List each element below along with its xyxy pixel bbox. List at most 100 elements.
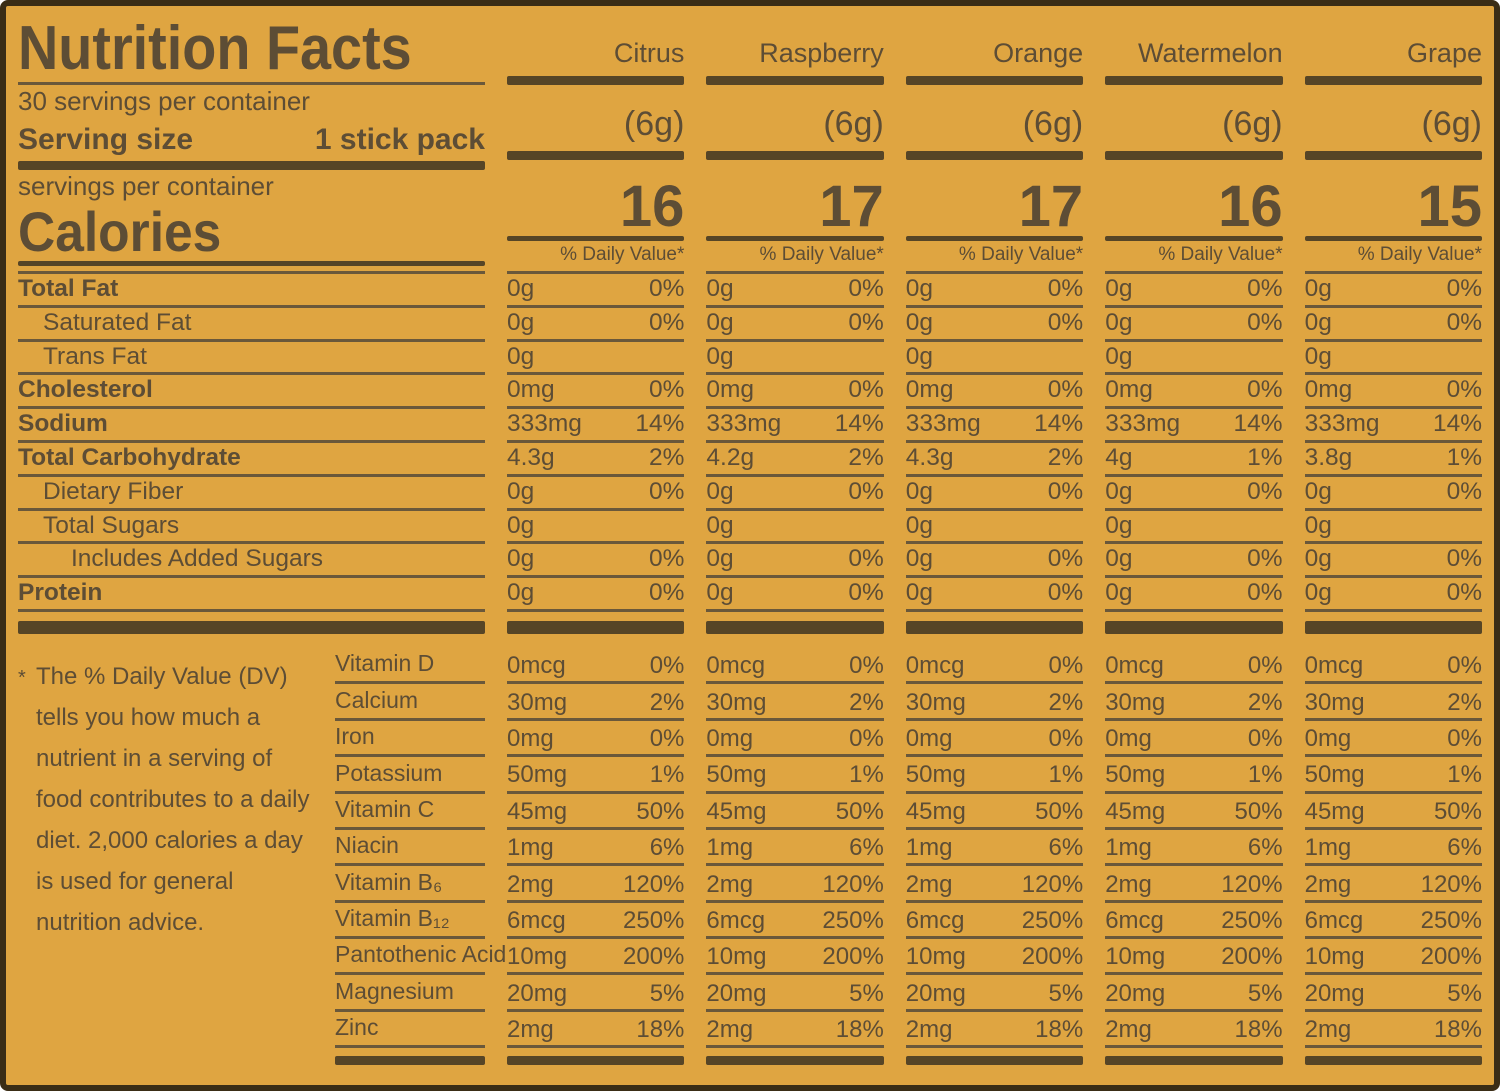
nutrient-amount: 0g — [1304, 579, 1332, 607]
vitamin-amount: 10mg — [1105, 943, 1166, 971]
vitamin-daily-value: 1% — [1048, 761, 1084, 789]
nutrient-label: Includes Added Sugars — [18, 544, 485, 579]
vitamin-value-cell: 2mg 18% — [1105, 1012, 1283, 1049]
nutrient-amount: 0g — [507, 511, 535, 539]
nutrient-value-cell: 0g 0% — [706, 544, 884, 579]
calories-value: 15 — [1417, 174, 1482, 239]
vitamin-daily-value: 50% — [1234, 797, 1283, 825]
vitamin-value-cell: 10mg 200% — [507, 939, 685, 976]
vitamin-daily-value: 18% — [1433, 1016, 1482, 1044]
vitamin-daily-value: 50% — [1433, 797, 1482, 825]
nutrient-value-cell: 0mg 0% — [905, 375, 1084, 410]
vitamin-daily-value: 120% — [623, 870, 685, 898]
nutrient-amount: 0mg — [1304, 376, 1353, 404]
nutrient-value-cell: 333mg 14% — [905, 409, 1084, 443]
flavor-name: Raspberry — [759, 38, 884, 68]
vitamin-amount: 6mcg — [905, 906, 965, 934]
flavor-name: Citrus — [613, 38, 685, 68]
vitamin-value-cell: 50mg 1% — [1304, 757, 1482, 794]
footnote-asterisk: * — [18, 666, 26, 689]
vitamin-amount: 20mg — [1105, 979, 1166, 1007]
nutrient-label: Saturated Fat — [18, 308, 485, 342]
vitamin-amount: 2mg — [507, 1016, 554, 1044]
vitamin-value-cell: 2mg 18% — [507, 1012, 685, 1049]
nutrient-daily-value: 0% — [1446, 477, 1482, 505]
nutrient-daily-value: 0% — [1047, 545, 1084, 573]
nutrient-value-cell: 0g 0% — [706, 274, 884, 308]
vitamin-daily-value: 50% — [835, 797, 884, 825]
nutrient-value-cell: 0mg 0% — [1105, 375, 1283, 410]
nutrient-daily-value: 0% — [648, 545, 685, 573]
vitamin-label: Vitamin B₁₂ — [335, 903, 485, 940]
vitamin-label: Magnesium — [335, 975, 485, 1012]
vitamin-value-cell: 0mcg 0% — [1105, 648, 1283, 685]
nutrient-daily-value: 0% — [648, 308, 685, 336]
vitamin-value-cell: 45mg 50% — [1304, 794, 1482, 830]
footnote-text: The % Daily Value (DV) tells you how muc… — [36, 662, 310, 936]
nutrient-daily-value: 2% — [648, 444, 685, 472]
nutrient-value-cell: 0g 0% — [905, 544, 1084, 579]
vitamin-daily-value: 18% — [1234, 1016, 1283, 1044]
nutrient-daily-value: 0% — [1247, 275, 1283, 303]
flavor-column-header: Citrus (6g) 16 % Daily Value* — [507, 12, 685, 274]
divider-bar — [507, 236, 685, 241]
section-divider-bar — [18, 620, 485, 634]
nutrient-amount: 0mg — [507, 376, 555, 404]
vitamin-value-cell: 10mg 200% — [905, 939, 1084, 976]
vitamin-label: Vitamin D — [335, 648, 485, 685]
vitamin-value-cell: 2mg 120% — [1105, 866, 1283, 903]
vitamin-amount: 50mg — [1304, 761, 1365, 789]
nutrient-value-cell: 0g 0% — [1304, 274, 1482, 308]
serving-weight: (6g) — [1421, 105, 1482, 143]
nutrient-value-cell: 0g — [1105, 342, 1283, 376]
nutrient-value-cell: 0g 0% — [1304, 544, 1482, 579]
calories-value: 16 — [1218, 174, 1283, 239]
nutrient-value-cell: 0g 0% — [706, 308, 884, 342]
header-section: Nutrition Facts 30 servings per containe… — [18, 12, 1482, 274]
vitamin-daily-value: 1% — [649, 761, 685, 789]
nutrient-daily-value: 0% — [1446, 308, 1482, 336]
vitamin-amount: 0mg — [1304, 724, 1352, 752]
nutrient-value-cell: 0g — [905, 342, 1084, 376]
vitamin-value-cell: 45mg 50% — [507, 794, 685, 830]
vitamin-value-cell: 10mg 200% — [706, 939, 884, 976]
vitamin-amount: 6mcg — [1105, 906, 1164, 934]
divider-bar — [18, 161, 485, 170]
vitamin-daily-value: 0% — [1447, 724, 1482, 752]
nutrient-daily-value: 2% — [848, 444, 884, 472]
nutrient-amount: 0g — [905, 511, 934, 539]
divider-bar — [1304, 236, 1482, 241]
vitamin-daily-value: 200% — [822, 943, 884, 971]
nutrient-value-cell: 0g — [1105, 511, 1283, 545]
vitamin-daily-value: 120% — [1021, 870, 1084, 898]
vitamin-daily-value: 0% — [1247, 724, 1283, 752]
divider-bar — [1105, 236, 1283, 241]
vitamin-value-cell: 50mg 1% — [507, 757, 685, 794]
vitamin-amount: 30mg — [507, 688, 568, 716]
vitamin-daily-value: 5% — [649, 979, 685, 1007]
nutrient-amount: 3.8g — [1304, 444, 1353, 472]
vitamin-amount: 45mg — [1105, 797, 1166, 825]
nutrient-amount: 0g — [507, 545, 535, 573]
vitamin-amount: 0mcg — [507, 652, 566, 680]
nutrient-value-cell: 0g 0% — [905, 274, 1084, 308]
divider-bar — [1105, 76, 1283, 85]
nutrient-daily-value: 0% — [1446, 376, 1482, 404]
section-divider-bar — [1304, 620, 1482, 634]
nutrient-value-cell: 333mg 14% — [507, 409, 685, 443]
vitamin-daily-value: 0% — [1247, 652, 1283, 680]
nutrient-daily-value: 0% — [1047, 308, 1084, 336]
vitamin-amount: 30mg — [1304, 688, 1365, 716]
vitamin-daily-value: 250% — [822, 906, 884, 934]
vitamin-value-cell: 2mg 18% — [1304, 1012, 1482, 1049]
nutrient-label: Total Sugars — [18, 511, 485, 545]
vitamin-amount: 20mg — [706, 979, 767, 1007]
vitamin-label: Vitamin C — [335, 794, 485, 830]
nutrient-amount: 0g — [706, 545, 734, 573]
vitamin-amount: 45mg — [905, 797, 966, 825]
divider-bar — [507, 76, 685, 85]
nutrient-value-cell: 0g 0% — [905, 308, 1084, 342]
vitamin-amount: 0mcg — [905, 652, 965, 680]
vitamin-amount: 1mg — [1304, 834, 1352, 862]
nutrient-value-cell: 0g 0% — [1105, 578, 1283, 612]
